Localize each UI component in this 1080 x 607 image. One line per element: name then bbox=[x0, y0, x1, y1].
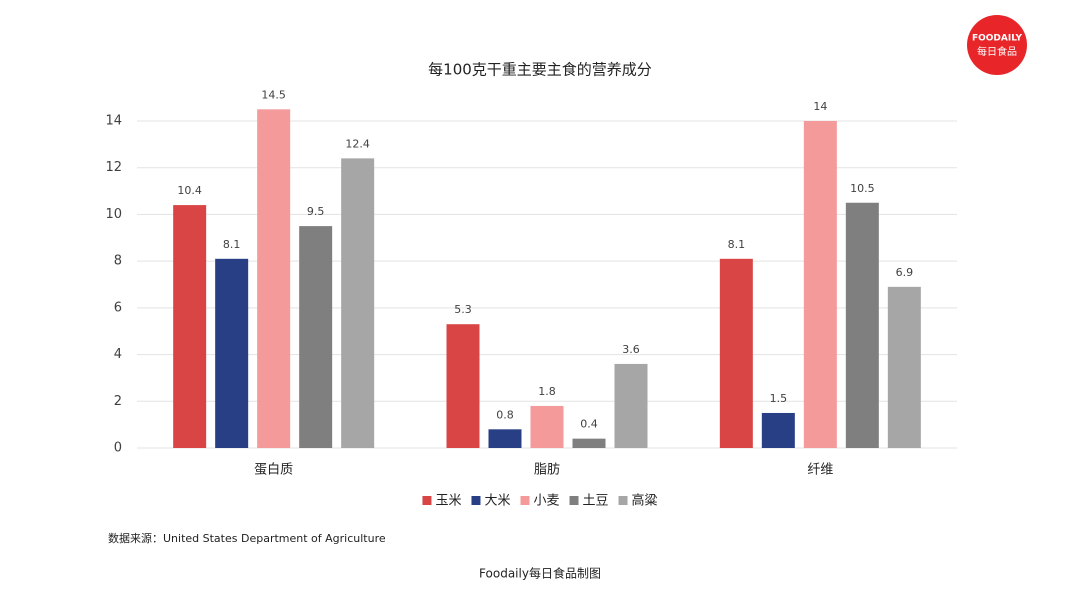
legend-label: 大米 bbox=[484, 494, 510, 509]
value-label: 12.4 bbox=[345, 137, 370, 150]
legend-label: 土豆 bbox=[583, 494, 609, 509]
bar bbox=[572, 438, 606, 448]
bar bbox=[845, 202, 879, 448]
y-tick-label: 4 bbox=[114, 347, 122, 362]
logo-name: 每日食品 bbox=[977, 45, 1017, 58]
x-tick-label: 脂肪 bbox=[534, 462, 560, 478]
bar bbox=[803, 121, 837, 448]
logo-circle bbox=[967, 15, 1027, 75]
legend-swatch bbox=[520, 496, 530, 505]
y-tick-label: 8 bbox=[114, 254, 122, 269]
logo-brand: FOODAILY bbox=[972, 34, 1023, 44]
bar bbox=[530, 405, 564, 448]
value-label: 9.5 bbox=[307, 205, 325, 218]
bar bbox=[887, 286, 921, 448]
bar bbox=[614, 363, 648, 448]
y-tick-label: 6 bbox=[114, 300, 122, 315]
legend-swatch bbox=[618, 496, 628, 505]
bar bbox=[257, 109, 291, 449]
legend-label: 高粱 bbox=[632, 493, 658, 509]
x-tick-label: 纤维 bbox=[807, 463, 833, 478]
x-tick-label: 蛋白质 bbox=[254, 462, 293, 478]
value-label: 14 bbox=[813, 100, 827, 113]
bar bbox=[215, 258, 249, 448]
credit: Foodaily每日食品制图 bbox=[479, 566, 601, 581]
y-tick-label: 2 bbox=[114, 394, 122, 409]
value-label: 5.3 bbox=[454, 303, 472, 316]
y-tick-label: 10 bbox=[105, 207, 122, 222]
legend-swatch bbox=[422, 496, 432, 505]
chart-title: 每100克干重主要主食的营养成分 bbox=[428, 61, 652, 79]
legend-label: 玉米 bbox=[435, 494, 461, 509]
legend-swatch bbox=[569, 496, 579, 505]
bar bbox=[719, 258, 753, 448]
bar bbox=[173, 205, 207, 448]
value-label: 6.9 bbox=[896, 266, 914, 279]
bar bbox=[299, 226, 333, 448]
value-label: 8.1 bbox=[728, 238, 746, 251]
y-tick-label: 12 bbox=[105, 160, 122, 175]
value-label: 14.5 bbox=[261, 88, 286, 101]
source-note: 数据来源：United States Department of Agricul… bbox=[108, 531, 386, 545]
y-tick-label: 0 bbox=[114, 441, 122, 456]
value-label: 0.4 bbox=[580, 418, 598, 431]
value-label: 1.5 bbox=[770, 392, 788, 405]
value-label: 8.1 bbox=[223, 238, 241, 251]
value-label: 0.8 bbox=[496, 408, 514, 421]
value-label: 10.4 bbox=[177, 184, 202, 197]
value-label: 3.6 bbox=[622, 343, 640, 356]
y-tick-label: 14 bbox=[105, 114, 122, 129]
bar bbox=[488, 429, 522, 448]
legend-swatch bbox=[471, 496, 481, 505]
bar bbox=[341, 158, 375, 448]
value-label: 1.8 bbox=[538, 385, 556, 398]
value-label: 10.5 bbox=[850, 182, 875, 195]
bar bbox=[446, 324, 480, 448]
bar bbox=[761, 412, 795, 448]
legend-label: 小麦 bbox=[533, 494, 559, 509]
